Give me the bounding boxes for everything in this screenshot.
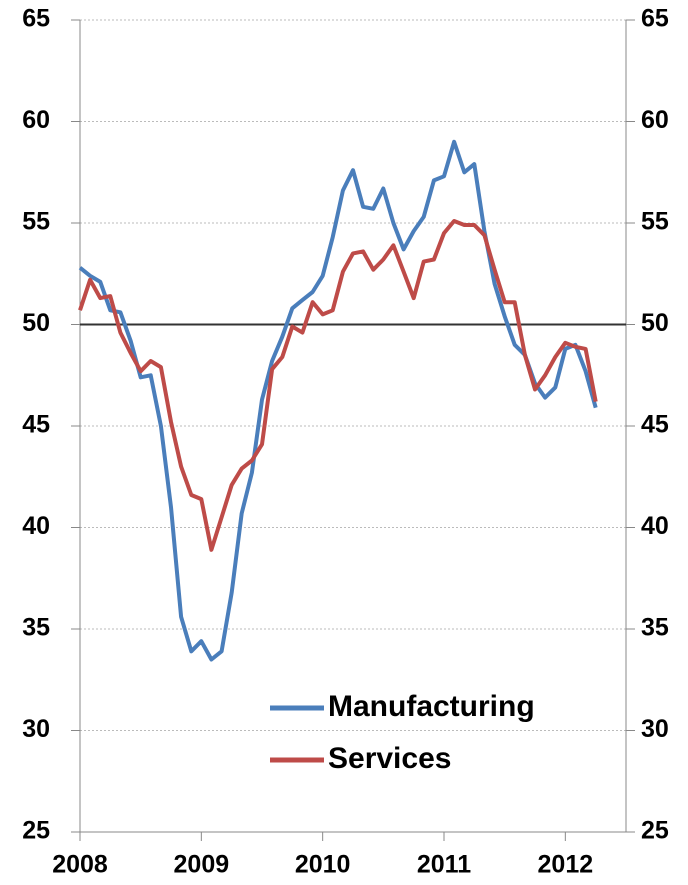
y-tick-label: 35 bbox=[22, 614, 50, 642]
x-tick-label: 2012 bbox=[538, 851, 594, 879]
x-tick-label: 2008 bbox=[52, 851, 108, 879]
y2-tick-label: 60 bbox=[641, 106, 669, 134]
series-line bbox=[78, 139, 598, 662]
y2-tick-label: 35 bbox=[641, 614, 669, 642]
y2-tick-label: 45 bbox=[641, 411, 669, 439]
y2-tick-label: 25 bbox=[641, 817, 669, 845]
y-tick-label: 45 bbox=[22, 411, 50, 439]
y-tick-label: 40 bbox=[22, 512, 50, 540]
y-tick-label: 25 bbox=[22, 817, 50, 845]
legend-label: Manufacturing bbox=[328, 690, 535, 723]
y-tick-label: 60 bbox=[22, 106, 50, 134]
y-tick-label: 65 bbox=[22, 5, 50, 33]
y2-tick-label: 40 bbox=[641, 512, 669, 540]
y-tick-label: 50 bbox=[22, 309, 50, 337]
x-tick-label: 2009 bbox=[174, 851, 230, 879]
y-tick-label: 30 bbox=[22, 715, 50, 743]
legend-label: Services bbox=[328, 742, 451, 775]
y2-tick-label: 50 bbox=[641, 309, 669, 337]
y2-tick-label: 65 bbox=[641, 5, 669, 33]
y2-tick-label: 30 bbox=[641, 715, 669, 743]
series-line bbox=[78, 219, 598, 552]
y-tick-label: 55 bbox=[22, 208, 50, 236]
x-tick-label: 2011 bbox=[417, 851, 471, 879]
x-tick-label: 2010 bbox=[295, 851, 351, 879]
y2-tick-label: 55 bbox=[641, 208, 669, 236]
